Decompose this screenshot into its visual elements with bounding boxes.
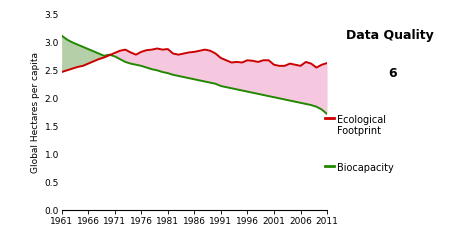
- Text: Ecological
Footprint: Ecological Footprint: [337, 115, 385, 136]
- Text: Biocapacity: Biocapacity: [337, 163, 393, 173]
- Text: 6: 6: [389, 67, 397, 80]
- Y-axis label: Global Hectares per capita: Global Hectares per capita: [31, 52, 40, 173]
- Text: Data Quality: Data Quality: [346, 29, 434, 42]
